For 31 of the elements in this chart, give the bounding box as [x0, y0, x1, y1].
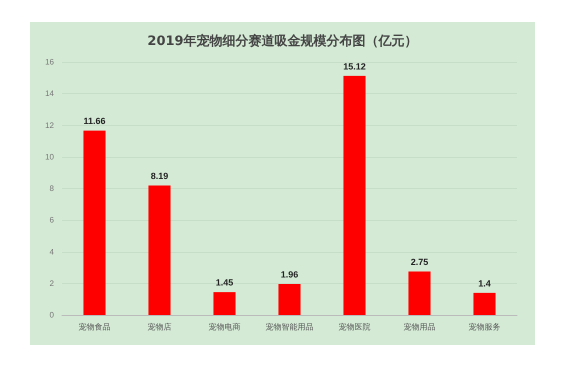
data-label: 1.45	[216, 278, 234, 288]
x-tick-label: 宠物电商	[208, 322, 240, 332]
x-tick-label: 宠物食品	[78, 322, 110, 332]
bar	[278, 284, 301, 315]
y-tick-label: 8	[50, 184, 55, 193]
y-tick-label: 14	[45, 89, 55, 98]
data-label: 11.66	[83, 116, 106, 126]
bar	[408, 272, 431, 315]
x-tick-label: 宠物智能用品	[266, 322, 314, 332]
y-tick-label: 16	[45, 58, 55, 66]
x-tick-label: 宠物店	[148, 322, 172, 332]
x-tick-label: 宠物医院	[338, 322, 370, 332]
data-label: 2.75	[410, 257, 428, 268]
y-tick-label: 6	[50, 216, 55, 225]
data-label: 15.12	[343, 61, 366, 72]
data-label: 1.96	[280, 270, 298, 280]
y-tick-label: 4	[50, 247, 55, 256]
bar	[83, 130, 106, 315]
y-tick-label: 0	[50, 310, 55, 320]
y-tick-label: 2	[50, 278, 55, 288]
x-tick-label: 宠物用品	[404, 322, 436, 332]
chart-title: 2019年宠物细分赛道吸金规模分布图（亿元）	[147, 33, 418, 49]
data-label: 8.19	[150, 170, 168, 181]
x-tick-label: 宠物服务	[468, 322, 500, 332]
y-tick-label: 12	[45, 120, 55, 130]
bar	[148, 185, 171, 315]
data-label: 1.4	[478, 278, 491, 288]
bar	[213, 292, 236, 315]
y-tick-label: 10	[45, 152, 55, 162]
bar	[473, 292, 496, 315]
bar	[343, 76, 366, 315]
